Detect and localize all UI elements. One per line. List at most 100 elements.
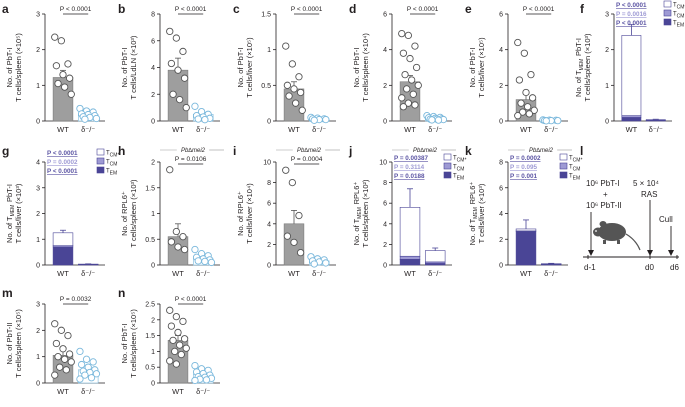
y-axis-label: T cells/liver (×10³) (14, 183, 23, 243)
point-wt (61, 356, 67, 362)
point-ko (83, 356, 89, 362)
chart-subtitle: Pb∆mei2 (413, 147, 438, 154)
point-wt (55, 80, 61, 86)
stacked-segment (516, 232, 536, 265)
y-tick-label: 2.5 (145, 302, 155, 309)
legend-swatch (560, 163, 567, 169)
point-ko (77, 348, 83, 354)
y-tick-label: 4 (499, 47, 503, 54)
y-tick-label: 1.5 (145, 185, 155, 192)
y-axis-label: T cells/LdLN (×10³) (129, 35, 138, 99)
x-category-label: δ⁻/⁻ (649, 125, 663, 134)
point-wt (415, 82, 421, 88)
point-wt (66, 351, 72, 357)
y-tick-label: 6 (383, 12, 387, 19)
y-tick-label: 4 (36, 160, 40, 167)
legend-label: TCM (106, 160, 118, 168)
y-tick-label: 0 (499, 263, 503, 270)
y-tick-label: 2 (383, 242, 387, 249)
mouse-icon (593, 221, 640, 250)
x-category-label: δ⁻/⁻ (196, 387, 210, 396)
point-wt (167, 167, 173, 173)
legend-swatch (560, 172, 567, 178)
point-wt (170, 337, 176, 343)
point-wt (52, 321, 58, 327)
point-wt (400, 104, 406, 110)
point-wt (178, 351, 184, 357)
y-tick-label: 1 (151, 211, 155, 218)
schematic-parasite: RAS (641, 190, 657, 199)
y-tick-label: 0 (151, 381, 155, 388)
legend-swatch (664, 1, 671, 7)
x-category-label: WT (520, 269, 532, 278)
point-ko (311, 261, 317, 267)
point-wt (57, 364, 63, 370)
y-tick-label: 1.5 (261, 12, 271, 19)
stacked-segment (516, 229, 536, 231)
point-wt (172, 348, 178, 354)
x-category-label: δ⁻/⁻ (428, 125, 442, 134)
y-axis-label: No. of RPL6⁺ (120, 191, 129, 236)
point-wt (413, 64, 419, 70)
y-axis-label: T cells/spleen (×10⁵) (129, 309, 138, 378)
y-tick-label: 0 (36, 381, 40, 388)
point-wt (60, 346, 66, 352)
y-tick-label: 6 (383, 201, 387, 208)
point-wt (299, 107, 305, 113)
p-value: P < 0.0001 (175, 296, 207, 303)
y-tick-label: 4 (267, 221, 271, 228)
y-tick-label: 4 (499, 211, 503, 218)
y-axis-label: T cells/spleen (×10³) (583, 33, 592, 102)
point-wt (528, 71, 534, 77)
y-tick-label: 2 (605, 47, 609, 54)
y-tick-label: 6 (267, 201, 271, 208)
point-wt (63, 367, 69, 373)
point-wt (181, 75, 187, 81)
timeline-day-infect: d0 (645, 263, 654, 272)
y-tick-label: 0.5 (145, 365, 155, 372)
y-tick-label: 2 (499, 83, 503, 90)
y-tick-label: 8 (499, 160, 503, 167)
y-tick-label: 0 (36, 263, 40, 270)
y-axis-label: No. of PbT-I (120, 47, 129, 87)
x-category-label: δ⁻/⁻ (312, 269, 326, 278)
x-category-label: WT (288, 269, 300, 278)
point-wt (518, 100, 524, 106)
p-value: P < 0.0001 (47, 168, 78, 175)
point-wt (173, 35, 179, 41)
panel-letter-b: b (118, 2, 125, 16)
p-value: P < 0.0001 (175, 6, 207, 13)
x-category-label: δ⁻/⁻ (81, 387, 95, 396)
point-wt (180, 318, 186, 324)
y-tick-label: 8 (267, 180, 271, 187)
legend-label: TCM (569, 165, 581, 173)
legend-swatch (560, 154, 567, 160)
legend-label: TCM* (569, 156, 583, 164)
legend-label: TCM (453, 165, 465, 173)
p-value: P < 0.0001 (616, 20, 647, 27)
x-category-label: δ⁻/⁻ (312, 125, 326, 134)
point-wt (175, 244, 181, 250)
y-tick-label: 3 (36, 185, 40, 192)
point-ko (429, 117, 435, 123)
legend-label: TEM (453, 174, 465, 182)
schematic-cells-b: 10⁶ PbT-II (586, 201, 622, 210)
point-ko (195, 116, 201, 122)
legend-label: TEM (569, 174, 581, 182)
stacked-segment (400, 256, 420, 259)
p-value: P = 0.00387 (394, 155, 429, 162)
p-value: P = 0.0004 (291, 156, 323, 163)
y-tick-label: 4 (151, 65, 155, 72)
timeline-day-transfer: d-1 (584, 263, 596, 272)
y-tick-label: 2 (36, 47, 40, 54)
p-value: P = 0.0106 (175, 156, 207, 163)
point-ko (195, 258, 201, 264)
point-wt (53, 340, 59, 346)
